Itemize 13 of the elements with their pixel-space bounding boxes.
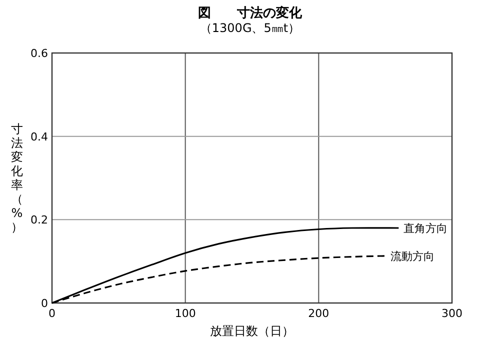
y-tick-label: 0.4 [30, 130, 48, 144]
x-tick-label: 100 [174, 307, 196, 320]
y-tick-label: 0.6 [30, 47, 48, 60]
x-tick-label: 200 [308, 307, 330, 320]
x-tick-label: 300 [442, 307, 462, 320]
y-axis-title: 寸法変化率（%） [11, 122, 23, 234]
series-label: 流動方向 [390, 250, 434, 263]
y-tick-label: 0 [41, 297, 48, 310]
y-tick-label: 0.2 [30, 214, 48, 227]
chart-title: 図 寸法の変化 [198, 5, 303, 21]
x-axis-title: 放置日数（日） [210, 324, 294, 338]
series-label: 直角方向 [404, 222, 448, 235]
chart-subtitle: （1300G、5㎜t） [200, 21, 300, 35]
